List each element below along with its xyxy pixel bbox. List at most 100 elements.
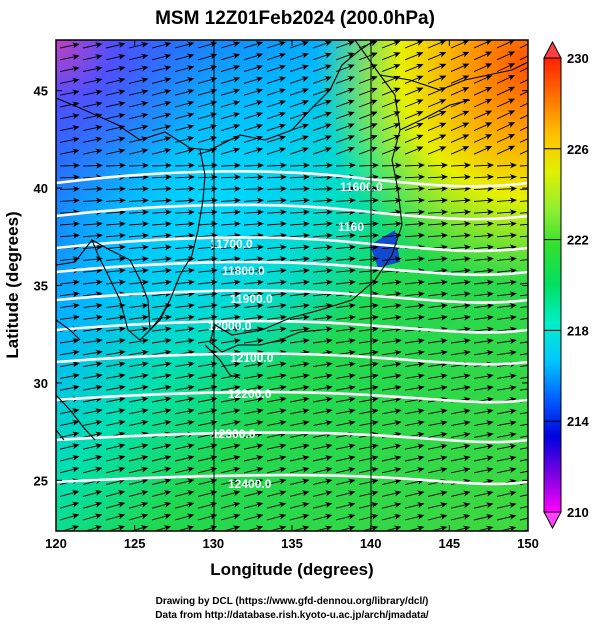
wind-arrow (312, 302, 333, 309)
wind-arrow (220, 291, 241, 298)
x-axis-label: Longitude (degrees) (210, 560, 373, 579)
wind-arrow (519, 126, 528, 132)
wind-arrow (197, 443, 218, 450)
wind-arrow (82, 197, 103, 204)
wind-arrow (519, 494, 528, 497)
wind-arrow (427, 232, 448, 239)
wind-arrow (220, 65, 241, 73)
wind-arrow (496, 122, 516, 132)
wind-arrow (59, 373, 80, 379)
wind-arrow (197, 112, 218, 120)
x-tick-label: 120 (45, 536, 67, 551)
wind-arrow (266, 279, 287, 286)
wind-arrow (82, 466, 103, 474)
wind-arrow (59, 291, 80, 298)
wind-arrow (450, 490, 471, 497)
wind-arrow (243, 478, 264, 486)
wind-arrow (358, 361, 379, 368)
wind-arrow (427, 291, 448, 298)
wind-arrow (220, 490, 241, 497)
wind-arrow (82, 291, 103, 298)
wind-arrow (174, 100, 195, 108)
wind-arrow (266, 197, 287, 204)
wind-arrow (358, 502, 379, 509)
wind-arrow (496, 455, 517, 462)
wind-arrow (151, 267, 172, 274)
wind-arrow (289, 244, 310, 251)
wind-arrow (289, 408, 310, 415)
wind-arrow (450, 408, 471, 415)
wind-arrow (404, 174, 425, 181)
wind-arrow (519, 423, 528, 427)
wind-arrow (243, 256, 264, 263)
wind-arrow (59, 490, 80, 497)
wind-arrow (220, 244, 241, 251)
wind-arrow (59, 54, 80, 61)
wind-arrow (335, 279, 356, 286)
wind-arrow (427, 455, 448, 462)
wind-arrow (519, 165, 528, 167)
wind-arrow (427, 408, 448, 415)
wind-arrow (496, 467, 517, 474)
wind-arrow (312, 466, 333, 474)
wind-arrow (473, 373, 494, 380)
wind-arrow (519, 212, 528, 214)
wind-arrow (220, 41, 241, 49)
wind-arrow (105, 89, 126, 96)
wind-arrow (266, 396, 287, 403)
wind-arrow (128, 361, 149, 368)
wind-arrow (335, 123, 355, 132)
wind-arrow (243, 279, 264, 286)
wind-arrow (243, 197, 264, 204)
wind-arrow (220, 373, 241, 380)
wind-arrow (174, 443, 195, 450)
wind-arrow (358, 76, 378, 84)
wind-arrow (312, 64, 332, 73)
wind-arrow (151, 478, 172, 486)
wind-arrow (335, 135, 355, 143)
contour-label: 11800.0 (222, 264, 265, 278)
wind-arrow (128, 443, 149, 450)
wind-arrow (59, 466, 80, 474)
wind-arrow (174, 77, 195, 84)
wind-arrow (335, 40, 355, 49)
wind-arrow (220, 501, 241, 509)
wind-arrow (496, 74, 516, 84)
wind-arrow (59, 221, 80, 228)
wind-arrow (82, 221, 103, 228)
wind-arrow (496, 267, 517, 274)
wind-arrow (381, 162, 402, 169)
wind-arrow (381, 361, 402, 368)
wind-arrow (289, 396, 310, 403)
wind-arrow (358, 513, 379, 521)
wind-arrow (312, 490, 333, 497)
wind-arrow (289, 174, 310, 181)
wind-arrow (358, 396, 379, 403)
wind-arrow (519, 200, 528, 202)
wind-arrow (151, 490, 172, 497)
wind-arrow (151, 396, 172, 403)
wind-arrow (105, 209, 126, 216)
wind-arrow (266, 209, 287, 216)
wind-arrow (243, 174, 264, 181)
wind-arrow (243, 338, 264, 345)
height-contour (56, 473, 528, 486)
wind-arrow (289, 513, 310, 521)
wind-arrow (473, 420, 494, 427)
wind-arrow (59, 77, 80, 84)
wind-arrow (519, 458, 528, 462)
height-contour (56, 431, 528, 444)
wind-arrow (151, 256, 172, 263)
wind-arrow (335, 267, 356, 274)
wind-arrow (289, 502, 310, 509)
wind-arrow (82, 185, 103, 192)
wind-arrow (105, 490, 126, 497)
wind-arrow (151, 162, 172, 169)
wind-arrow (427, 338, 448, 345)
wind-arrow (266, 123, 287, 132)
wind-arrow (473, 98, 493, 108)
wind-arrow (496, 431, 517, 438)
wind-arrow (427, 279, 448, 286)
wind-arrow (312, 314, 333, 321)
wind-arrow (220, 221, 241, 227)
